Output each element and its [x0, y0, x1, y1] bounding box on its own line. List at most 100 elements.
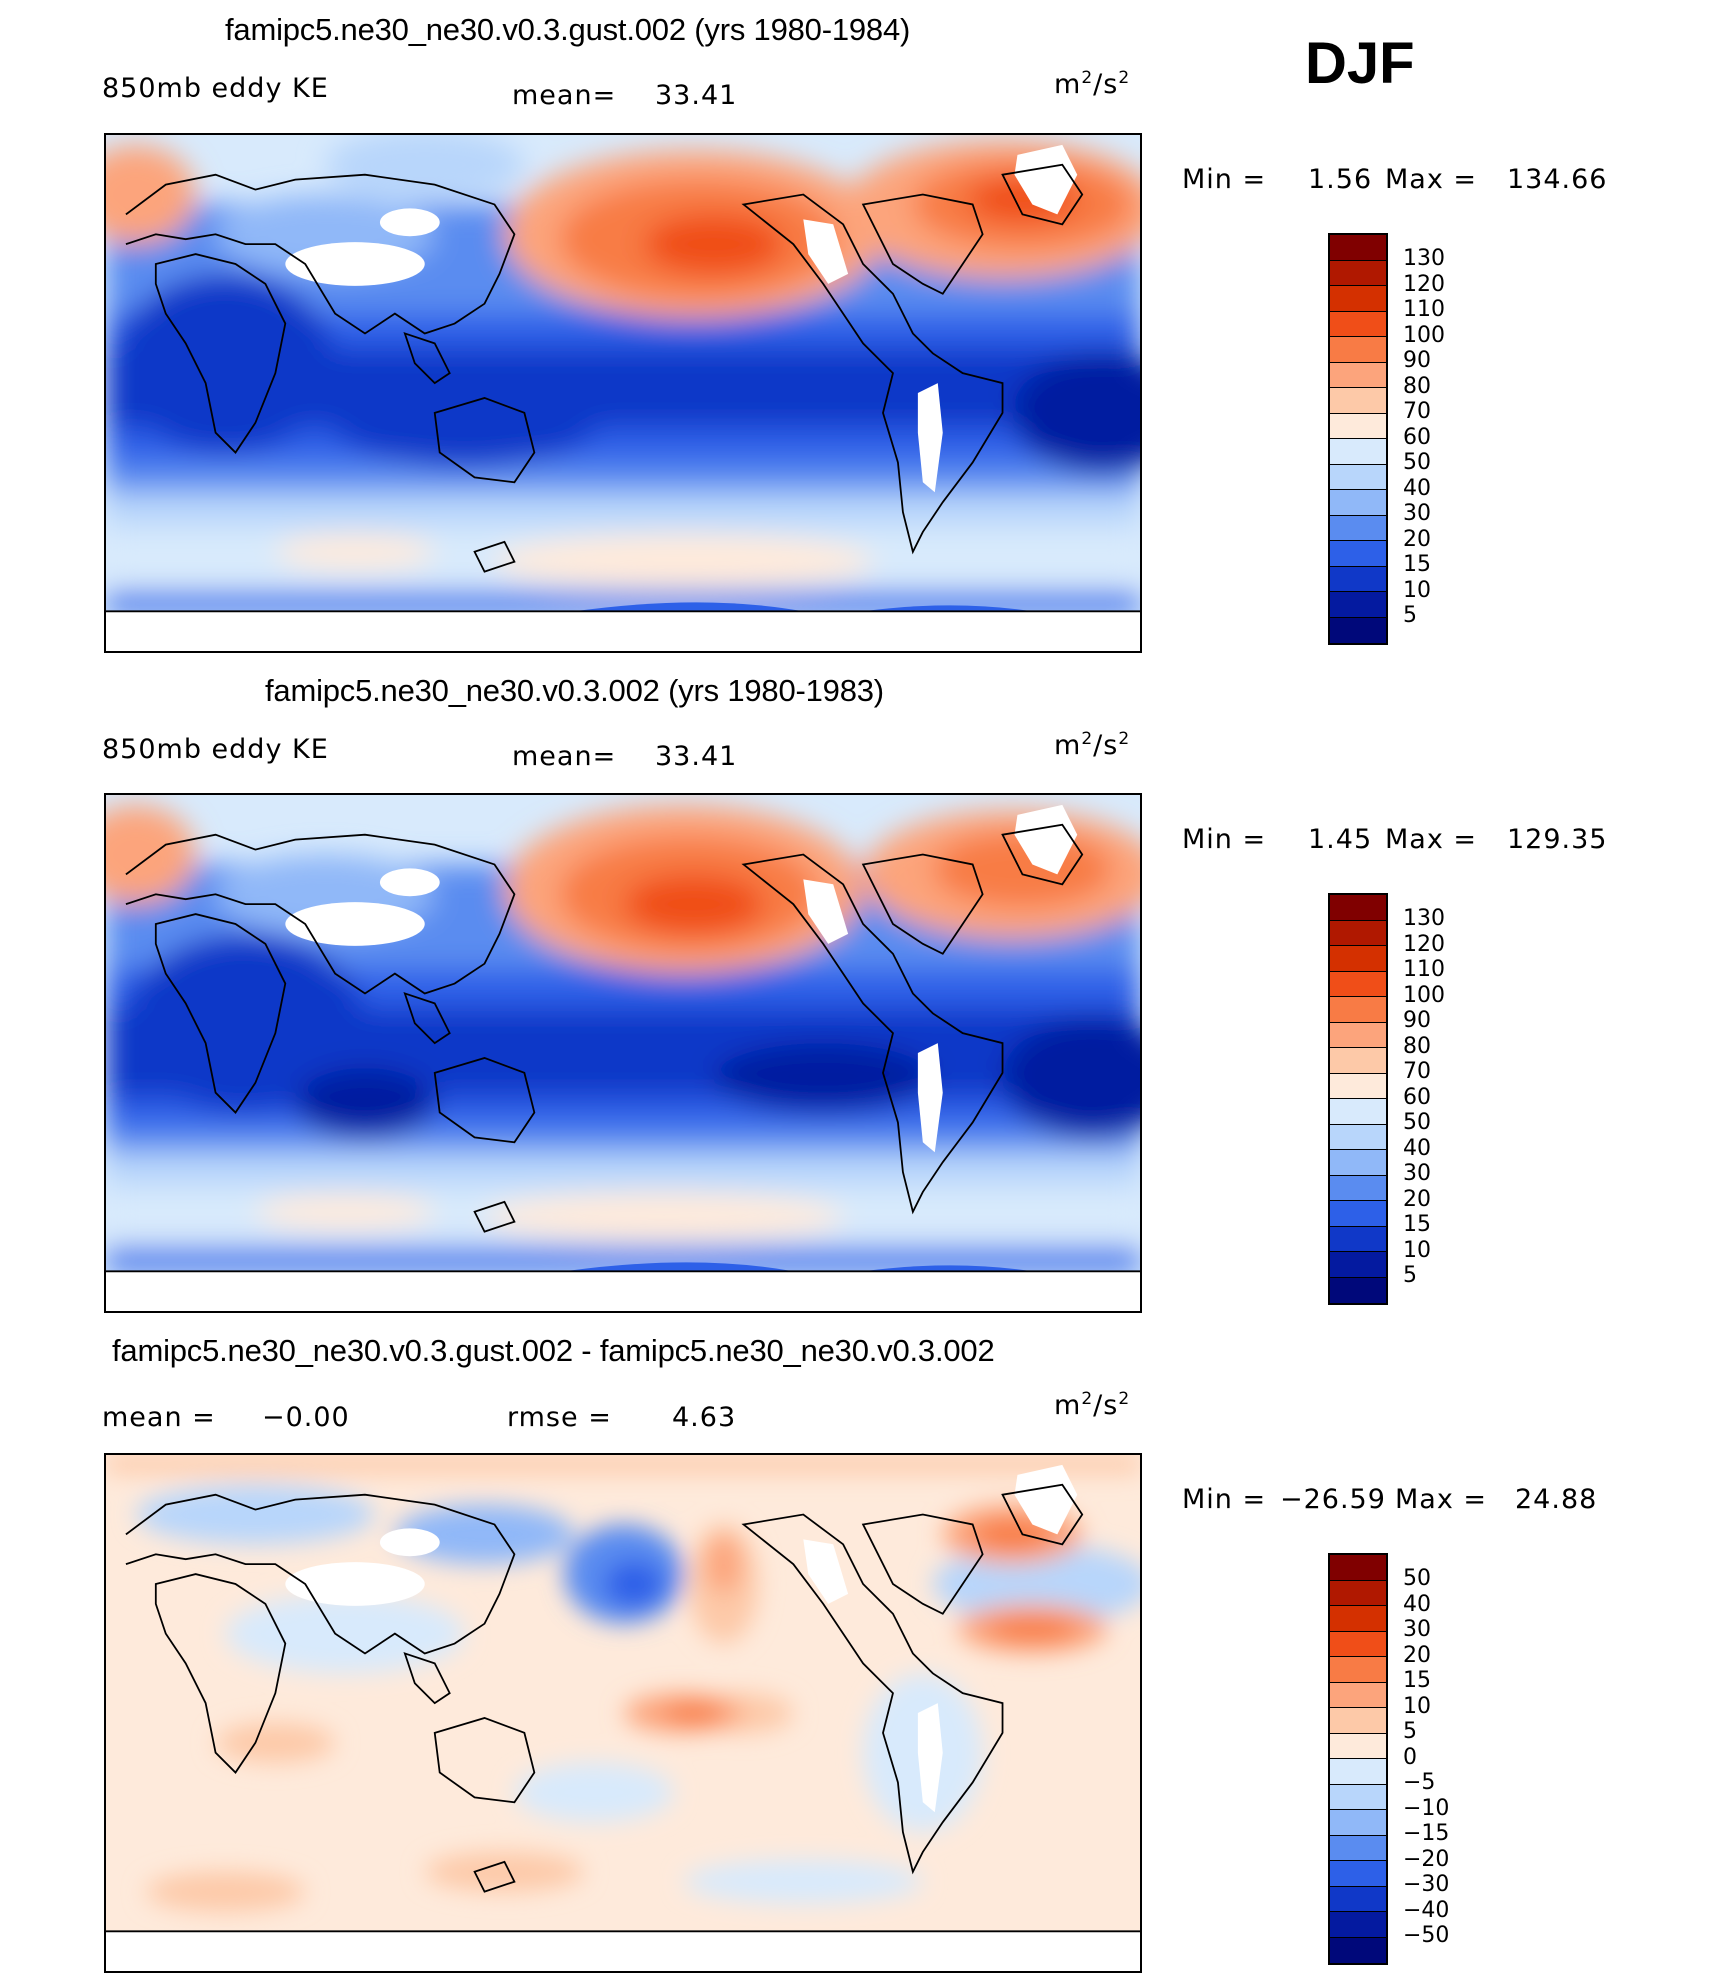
- panel-1-field: [106, 135, 1140, 651]
- colorbar-level-label: 130: [1403, 906, 1445, 931]
- panel-3-min-value: −26.59: [1280, 1484, 1386, 1515]
- colorbar-level-label: 10: [1403, 1693, 1431, 1719]
- colorbar-swatch: [1330, 566, 1386, 592]
- colorbar-swatch: [1330, 388, 1386, 414]
- colorbar-level-label: 30: [1403, 501, 1431, 526]
- panel-3-title: famipc5.ne30_ne30.v0.3.gust.002 - famipc…: [112, 1333, 995, 1368]
- colorbar-swatch: [1330, 464, 1386, 490]
- colorbar-level-label: −30: [1403, 1872, 1450, 1897]
- panel-2-max-value: 129.35: [1507, 824, 1608, 855]
- colorbar-level-label: 20: [1403, 1186, 1431, 1212]
- colorbar-level-label: 100: [1403, 322, 1445, 348]
- panel-1-map: [104, 133, 1142, 653]
- panel-1-title: famipc5.ne30_ne30.v0.3.gust.002 (yrs 198…: [225, 12, 911, 47]
- panel-3-colorbar: [1328, 1553, 1388, 1965]
- colorbar-swatch: [1330, 337, 1386, 363]
- colorbar-swatch: [1330, 1682, 1386, 1708]
- colorbar-swatch: [1330, 1252, 1386, 1278]
- panel-2-map: [104, 793, 1142, 1313]
- panel-3-max-label: Max =: [1395, 1484, 1488, 1515]
- colorbar-swatch: [1330, 1733, 1386, 1759]
- colorbar-level-label: −20: [1403, 1846, 1450, 1872]
- colorbar-level-label: 15: [1403, 552, 1431, 577]
- colorbar-swatch: [1330, 1631, 1386, 1657]
- colorbar-swatch: [1330, 617, 1386, 643]
- colorbar-swatch: [1330, 1708, 1386, 1734]
- colorbar-swatch: [1330, 1784, 1386, 1810]
- panel-2-max-label: Max =: [1385, 824, 1478, 855]
- colorbar-swatch: [1330, 1657, 1386, 1683]
- panel-1-max-value: 134.66: [1507, 164, 1608, 195]
- colorbar-swatch: [1330, 1226, 1386, 1252]
- colorbar-level-label: 15: [1403, 1668, 1431, 1693]
- colorbar-swatch: [1330, 592, 1386, 618]
- panel-2-variable-label: 850mb eddy KE: [102, 734, 329, 765]
- colorbar-level-label: 50: [1403, 1566, 1431, 1591]
- panel-1-mean-label: mean=: [512, 80, 617, 111]
- panel-3-rmse-value: 4.63: [672, 1402, 737, 1433]
- colorbar-swatch: [1330, 413, 1386, 439]
- colorbar-swatch: [1330, 1277, 1386, 1303]
- colorbar-swatch: [1330, 439, 1386, 465]
- panel-1-mean-value: 33.41: [655, 80, 738, 111]
- panel-3-mean-value: −0.00: [262, 1402, 350, 1433]
- colorbar-level-label: 5: [1403, 603, 1417, 628]
- colorbar-swatch: [1330, 1048, 1386, 1074]
- panel-3-mean-label: mean =: [102, 1402, 216, 1433]
- colorbar-level-label: 60: [1403, 1084, 1431, 1110]
- colorbar-level-label: 40: [1403, 1591, 1431, 1617]
- colorbar-level-label: 40: [1403, 475, 1431, 501]
- colorbar-level-label: 15: [1403, 1212, 1431, 1237]
- colorbar-level-label: 40: [1403, 1135, 1431, 1161]
- colorbar-swatch: [1330, 311, 1386, 337]
- panel-3-map: [104, 1453, 1142, 1973]
- colorbar-level-label: −40: [1403, 1897, 1450, 1923]
- panel-2-min-value: 1.45: [1308, 824, 1373, 855]
- colorbar-level-label: 30: [1403, 1161, 1431, 1186]
- colorbar-swatch: [1330, 1150, 1386, 1176]
- colorbar-swatch: [1330, 1759, 1386, 1785]
- panel-2-units: m2/s2: [1054, 729, 1131, 761]
- colorbar-swatch: [1330, 1022, 1386, 1048]
- colorbar-level-label: 20: [1403, 1642, 1431, 1668]
- colorbar-swatch: [1330, 971, 1386, 997]
- panel-1-min-value: 1.56: [1308, 164, 1373, 195]
- colorbar-swatch: [1330, 515, 1386, 541]
- colorbar-level-label: 50: [1403, 450, 1431, 475]
- colorbar-swatch: [1330, 895, 1386, 921]
- panel-2-mean-label: mean=: [512, 741, 617, 772]
- colorbar-level-label: −5: [1403, 1770, 1436, 1795]
- panel-1-variable-label: 850mb eddy KE: [102, 73, 329, 104]
- colorbar-swatch: [1330, 1861, 1386, 1887]
- panel-3-min-label: Min =: [1182, 1484, 1267, 1515]
- colorbar-swatch: [1330, 1099, 1386, 1125]
- colorbar-swatch: [1330, 1810, 1386, 1836]
- colorbar-level-label: 20: [1403, 526, 1431, 552]
- colorbar-level-label: −50: [1403, 1923, 1450, 1948]
- colorbar-swatch: [1330, 1201, 1386, 1227]
- colorbar-level-label: 10: [1403, 577, 1431, 603]
- colorbar-level-label: 5: [1403, 1263, 1417, 1288]
- colorbar-swatch: [1330, 1937, 1386, 1963]
- colorbar-swatch: [1330, 260, 1386, 286]
- colorbar-swatch: [1330, 1073, 1386, 1099]
- panel-3-max-value: 24.88: [1515, 1484, 1598, 1515]
- colorbar-swatch: [1330, 946, 1386, 972]
- colorbar-level-label: 120: [1403, 271, 1445, 297]
- panel-2-field: [106, 795, 1140, 1311]
- colorbar-level-label: 120: [1403, 931, 1445, 957]
- colorbar-swatch: [1330, 1886, 1386, 1912]
- colorbar-level-label: 90: [1403, 348, 1431, 373]
- colorbar-swatch: [1330, 1835, 1386, 1861]
- colorbar-swatch: [1330, 541, 1386, 567]
- colorbar-level-label: 60: [1403, 424, 1431, 450]
- colorbar-swatch: [1330, 920, 1386, 946]
- colorbar-swatch: [1330, 1912, 1386, 1938]
- colorbar-swatch: [1330, 235, 1386, 261]
- colorbar-swatch: [1330, 362, 1386, 388]
- panel-1-max-label: Max =: [1385, 164, 1478, 195]
- colorbar-level-label: 110: [1403, 957, 1445, 982]
- colorbar-swatch: [1330, 1175, 1386, 1201]
- panel-2-title: famipc5.ne30_ne30.v0.3.002 (yrs 1980-198…: [265, 673, 884, 708]
- colorbar-level-label: 130: [1403, 246, 1445, 271]
